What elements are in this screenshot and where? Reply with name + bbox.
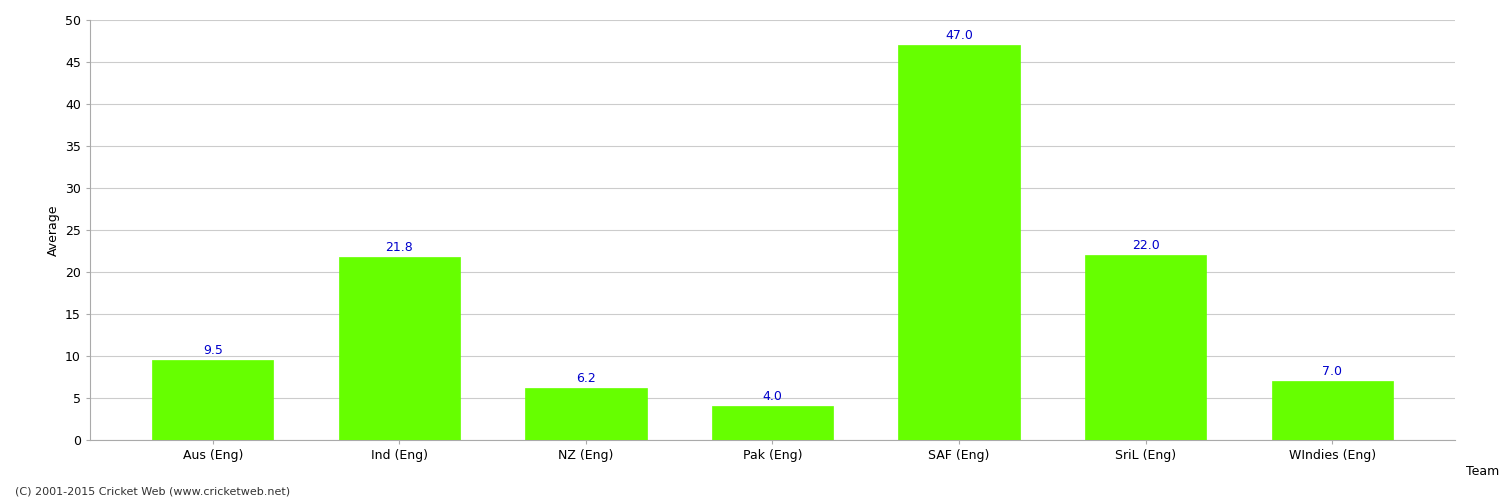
Text: (C) 2001-2015 Cricket Web (www.cricketweb.net): (C) 2001-2015 Cricket Web (www.cricketwe… [15,487,290,497]
Bar [525,388,646,440]
Bar [1084,255,1206,440]
Text: 4.0: 4.0 [762,390,783,403]
Text: 47.0: 47.0 [945,29,974,42]
Bar [712,406,833,440]
Bar [339,257,460,440]
Text: 7.0: 7.0 [1323,365,1342,378]
Bar [152,360,273,440]
Text: 22.0: 22.0 [1132,239,1160,252]
Bar [1272,381,1394,440]
Text: 21.8: 21.8 [386,240,412,254]
Text: 6.2: 6.2 [576,372,596,384]
X-axis label: Team: Team [1466,465,1498,478]
Text: 9.5: 9.5 [202,344,222,357]
Y-axis label: Average: Average [46,204,60,256]
Bar [898,45,1020,440]
